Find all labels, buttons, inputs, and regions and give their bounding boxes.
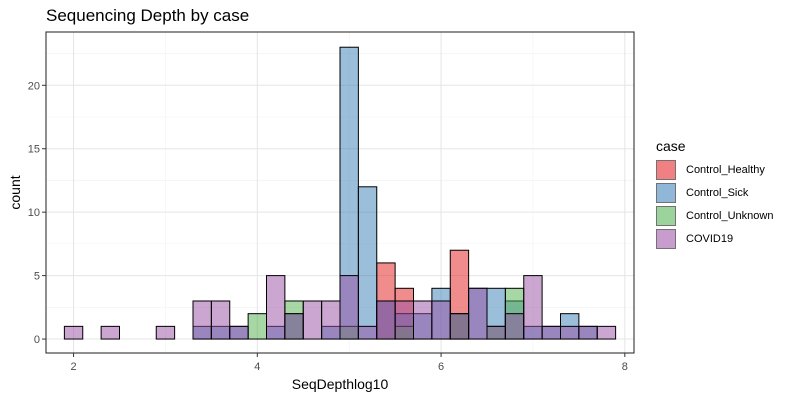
legend-item-Control_Healthy: Control_Healthy xyxy=(656,158,773,181)
bar-COVID19-29 xyxy=(596,325,617,340)
legend-key-Control_Unknown xyxy=(656,205,676,226)
legend-label-COVID19: COVID19 xyxy=(686,232,734,245)
bar-COVID19-21 xyxy=(449,313,470,340)
bar-COVID19-14 xyxy=(321,300,341,340)
legend-label-Control_Healthy: Control_Healthy xyxy=(686,163,765,176)
bar-COVID19-0 xyxy=(63,325,84,340)
bar-COVID19-5 xyxy=(155,325,176,340)
bar-COVID19-8 xyxy=(210,300,231,340)
x-tick-label: 6 xyxy=(438,361,444,373)
legend-key-Control_Healthy xyxy=(656,159,676,180)
y-tick-label: 0 xyxy=(34,334,40,346)
x-tick-label: 4 xyxy=(254,361,260,373)
bar-COVID19-9 xyxy=(229,325,249,340)
bar-COVID19-28 xyxy=(578,325,598,340)
bar-COVID19-7 xyxy=(192,300,212,340)
bar-COVID19-12 xyxy=(284,313,304,340)
y-tick-label: 20 xyxy=(28,80,40,92)
legend-title: case xyxy=(656,138,686,154)
x-tick-label: 8 xyxy=(622,361,628,373)
bar-COVID19-20 xyxy=(431,300,451,340)
y-axis-label: count xyxy=(7,175,23,209)
bar-COVID19-22 xyxy=(468,287,488,340)
bar-COVID19-13 xyxy=(302,300,323,340)
bar-Control_Unknown-10 xyxy=(247,313,267,340)
legend-item-Control_Unknown: Control_Unknown xyxy=(656,204,773,227)
y-tick-label: 5 xyxy=(34,271,40,283)
bar-COVID19-25 xyxy=(523,275,543,340)
bar-COVID19-18 xyxy=(394,300,414,340)
y-tick-label: 10 xyxy=(28,207,40,219)
chart-title: Sequencing Depth by case xyxy=(46,6,250,25)
series-COVID19 xyxy=(63,275,617,340)
bar-COVID19-2 xyxy=(100,325,120,340)
x-axis-label: SeqDepthlog10 xyxy=(292,376,389,392)
bar-COVID19-15 xyxy=(339,275,359,340)
histogram-bars xyxy=(63,46,617,340)
bar-COVID19-24 xyxy=(504,313,525,340)
bar-Control_Sick-16 xyxy=(357,186,378,340)
bar-COVID19-26 xyxy=(541,325,561,340)
bar-COVID19-11 xyxy=(266,275,286,340)
legend-label-Control_Unknown: Control_Unknown xyxy=(686,209,774,222)
legend-key-COVID19 xyxy=(656,228,676,249)
bar-COVID19-19 xyxy=(413,300,433,340)
panel-border xyxy=(45,31,635,354)
bar-COVID19-17 xyxy=(376,300,396,340)
bar-COVID19-27 xyxy=(560,325,580,340)
legend-item-Control_Sick: Control_Sick xyxy=(656,181,773,204)
legend-items: Control_Healthy Control_Sick Control_Unkno… xyxy=(656,158,773,250)
legend-key-Control_Sick xyxy=(656,182,676,203)
legend: case Control_Healthy Control_Sick Control_… xyxy=(656,138,773,250)
legend-label-Control_Sick: Control_Sick xyxy=(686,186,749,199)
axes: 2 4 6 8 0 5 10 15 20 xyxy=(28,31,635,373)
bar-COVID19-16 xyxy=(357,325,378,340)
legend-item-COVID19: COVID19 xyxy=(656,227,773,250)
bar-COVID19-23 xyxy=(486,325,506,340)
x-tick-label: 2 xyxy=(71,361,77,373)
y-tick-label: 15 xyxy=(28,144,40,156)
